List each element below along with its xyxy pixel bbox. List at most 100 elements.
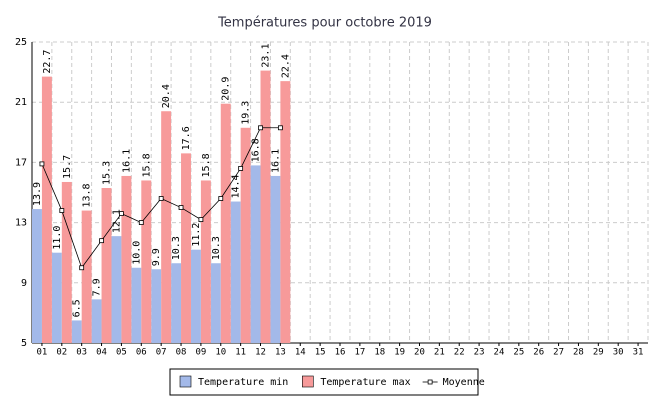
legend-swatch — [179, 375, 192, 388]
line-marker — [258, 125, 263, 131]
x-tick-label: 21 — [434, 348, 445, 358]
y-tick-label: 21 — [15, 97, 27, 108]
value-label: 10.3 — [211, 236, 222, 260]
x-tick-label: 11 — [235, 348, 246, 358]
bar — [161, 111, 172, 343]
value-label: 9.9 — [151, 248, 162, 266]
value-label: 15.8 — [201, 153, 212, 177]
line-marker — [277, 125, 283, 131]
legend: Temperature min Temperature max Moyenne — [169, 368, 485, 396]
bar — [270, 175, 281, 343]
x-tick-label: 24 — [494, 348, 505, 358]
bar — [151, 269, 162, 343]
x-tick-label: 16 — [335, 348, 346, 358]
value-label: 15.8 — [141, 153, 152, 177]
value-label: 14.4 — [231, 174, 242, 198]
x-tick-label: 07 — [156, 348, 167, 358]
bar — [200, 180, 211, 343]
value-label: 16.1 — [121, 149, 132, 173]
value-label: 11.0 — [52, 226, 63, 250]
bar — [101, 187, 112, 343]
x-tick-label: 25 — [513, 348, 524, 358]
y-tick-label: 25 — [15, 37, 27, 48]
y-tick-label: 17 — [15, 157, 27, 168]
bar — [190, 249, 201, 343]
x-tick-label: 13 — [275, 348, 286, 358]
value-label: 13.9 — [32, 182, 43, 206]
x-tick-label: 26 — [533, 348, 544, 358]
legend-label: Temperature min — [198, 377, 288, 388]
y-tick-label: 13 — [15, 218, 27, 229]
bar — [32, 209, 42, 343]
value-label: 10.3 — [171, 236, 182, 260]
x-tick-label: 22 — [454, 348, 465, 358]
x-tick-label: 31 — [633, 348, 644, 358]
x-tick-label: 01 — [37, 348, 48, 358]
line-marker — [99, 238, 104, 244]
line-marker — [238, 166, 244, 171]
value-label: 15.3 — [102, 161, 113, 185]
value-label: 20.4 — [161, 84, 172, 108]
x-tick-label: 05 — [116, 348, 127, 358]
legend-swatch — [302, 375, 314, 388]
bar — [71, 320, 82, 343]
value-label: 7.9 — [92, 278, 103, 296]
line-marker — [178, 205, 184, 210]
x-tick-label: 18 — [374, 348, 385, 358]
bar — [280, 81, 291, 343]
x-tick-label: 23 — [474, 348, 485, 358]
value-label: 6.5 — [72, 299, 83, 317]
x-tick-label: 28 — [573, 348, 584, 358]
value-label: 12.1 — [111, 209, 122, 233]
bar — [230, 201, 241, 343]
x-tick-label: 17 — [354, 348, 365, 358]
x-tick-label: 10 — [215, 348, 226, 358]
line-marker — [79, 265, 85, 271]
x-tick-label: 12 — [255, 348, 266, 358]
bar — [210, 263, 221, 343]
x-tick-label: 02 — [56, 348, 67, 358]
y-tick-label: 5 — [21, 338, 27, 349]
value-label: 13.8 — [82, 183, 93, 207]
line-marker — [218, 196, 224, 201]
line-marker — [138, 220, 144, 226]
x-tick-label: 03 — [76, 348, 87, 358]
line-marker — [198, 217, 204, 222]
x-tick-label: 04 — [96, 348, 107, 358]
value-label: 19.3 — [241, 101, 252, 125]
bar — [41, 76, 52, 344]
x-tick-label: 19 — [394, 348, 405, 358]
bar — [220, 103, 231, 343]
bar — [240, 127, 251, 343]
x-tick-label: 09 — [195, 348, 206, 358]
chart-title: Températures pour octobre 2019 — [217, 16, 432, 31]
legend-label: Temperature max — [320, 377, 410, 388]
value-label: 20.9 — [221, 77, 232, 101]
line-marker — [59, 208, 65, 213]
x-tick-label: 06 — [136, 348, 147, 358]
y-tick-label: 9 — [21, 278, 27, 289]
value-label: 22.4 — [280, 54, 291, 78]
value-label: 11.2 — [191, 223, 202, 247]
bar — [250, 165, 261, 343]
value-label: 17.6 — [181, 126, 192, 150]
value-label: 16.8 — [251, 138, 262, 162]
x-tick-label: 29 — [593, 348, 604, 358]
x-tick-label: 30 — [613, 348, 624, 358]
line-marker — [119, 211, 124, 216]
x-tick-label: 15 — [315, 348, 326, 358]
bar — [61, 181, 72, 343]
bar — [51, 252, 62, 343]
legend-marker — [427, 379, 433, 385]
bar — [111, 236, 122, 343]
line-marker — [158, 196, 164, 201]
bar — [260, 70, 271, 343]
value-label: 16.1 — [270, 149, 281, 173]
value-label: 23.1 — [260, 44, 271, 68]
line-marker — [39, 161, 45, 167]
legend-label: Moyenne — [443, 377, 485, 388]
x-tick-label: 27 — [553, 348, 564, 358]
x-tick-label: 14 — [295, 348, 306, 358]
value-label: 15.7 — [62, 155, 73, 179]
